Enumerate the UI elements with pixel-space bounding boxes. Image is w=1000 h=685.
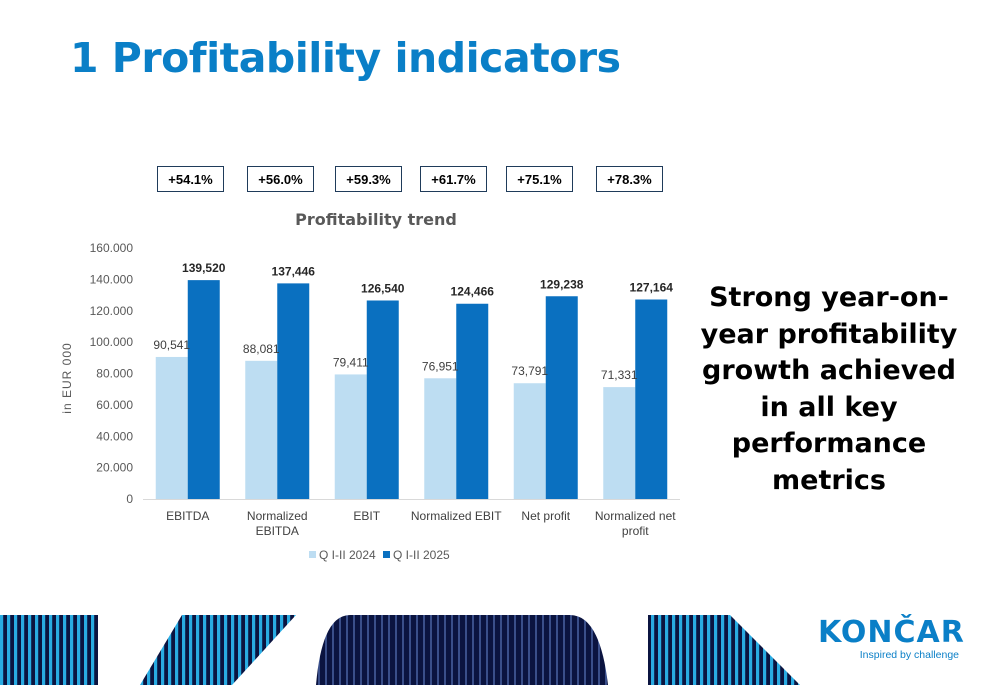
- decorative-footer-band: [0, 615, 800, 685]
- data-label-2025: 139,520: [182, 261, 226, 275]
- bar-2024: [245, 360, 278, 499]
- bar-2024: [603, 387, 636, 499]
- y-tick-label: 0: [126, 492, 133, 506]
- logo-tagline: Inspired by challenge: [859, 649, 959, 661]
- x-category-label: EBITDA: [166, 509, 209, 523]
- stripe-block: [0, 615, 98, 685]
- y-tick-label: 100.000: [90, 335, 134, 349]
- x-category-label: Net profit: [521, 509, 570, 523]
- data-label-2024: 88,081: [243, 342, 280, 356]
- data-label-2024: 76,951: [422, 359, 459, 373]
- data-label-2025: 127,164: [630, 281, 674, 295]
- data-label-2024: 90,541: [153, 338, 190, 352]
- y-tick-label: 20.000: [96, 461, 133, 475]
- page-title: 1 Profitability indicators: [70, 34, 621, 82]
- data-label-2025: 126,540: [361, 281, 405, 295]
- bar-2025: [277, 283, 310, 499]
- x-category-label: Normalized net profit: [595, 509, 676, 538]
- bar-2025: [456, 303, 489, 499]
- bar-2025: [366, 300, 399, 499]
- bar-2024: [155, 356, 188, 499]
- y-tick-label: 140.000: [90, 272, 134, 286]
- growth-badge: +61.7%: [420, 166, 487, 192]
- legend-label-2025: Q I-II 2025: [393, 548, 450, 562]
- data-label-2024: 79,411: [333, 355, 369, 369]
- data-label-2024: 71,331: [601, 368, 638, 382]
- data-label-2025: 137,446: [272, 264, 316, 278]
- chart-plot-area: 0 20.000 40.000 60.000 80.000 100.000 120.000 1…: [90, 241, 680, 562]
- data-label-2025: 124,466: [451, 285, 495, 299]
- stripe-block: [140, 615, 296, 685]
- y-tick-label: 120.000: [90, 304, 134, 318]
- takeaway-text: Strong year-on-year profitability growth…: [700, 282, 958, 496]
- stripe-block: [648, 615, 800, 685]
- y-axis-label: in EUR 000: [60, 342, 74, 413]
- legend-swatch-2024: [309, 551, 316, 558]
- logo-wordmark: KONČAR: [818, 615, 965, 650]
- y-tick-label: 80.000: [96, 367, 133, 381]
- growth-badge: +54.1%: [157, 166, 224, 192]
- x-category-label: Normalized EBITDA: [247, 509, 308, 538]
- stripe-block: [316, 615, 608, 685]
- growth-badge: +59.3%: [335, 166, 402, 192]
- growth-badge: +75.1%: [506, 166, 573, 192]
- x-category-label: Normalized EBIT: [411, 509, 502, 523]
- data-label-2025: 129,238: [540, 277, 584, 291]
- bar-2024: [424, 378, 457, 499]
- y-tick-label: 40.000: [96, 429, 133, 443]
- bar-2025: [187, 280, 220, 499]
- profitability-chart: Profitability trend in EUR 000 0 20.000 40…: [60, 210, 680, 562]
- legend-swatch-2025: [383, 551, 390, 558]
- data-label-2024: 73,791: [511, 364, 548, 378]
- y-tick-label: 160.000: [90, 241, 134, 255]
- bar-2024: [513, 383, 546, 499]
- company-logo: KONČAR Inspired by challenge: [818, 615, 965, 662]
- x-category-label: EBIT: [353, 509, 380, 523]
- legend-label-2024: Q I-II 2024: [319, 548, 376, 562]
- bar-2025: [545, 296, 578, 499]
- bar-2024: [334, 374, 367, 499]
- bar-2025: [635, 299, 668, 499]
- y-tick-label: 60.000: [96, 398, 133, 412]
- growth-badge: +56.0%: [247, 166, 314, 192]
- chart-title: Profitability trend: [295, 210, 457, 229]
- growth-badge: +78.3%: [596, 166, 663, 192]
